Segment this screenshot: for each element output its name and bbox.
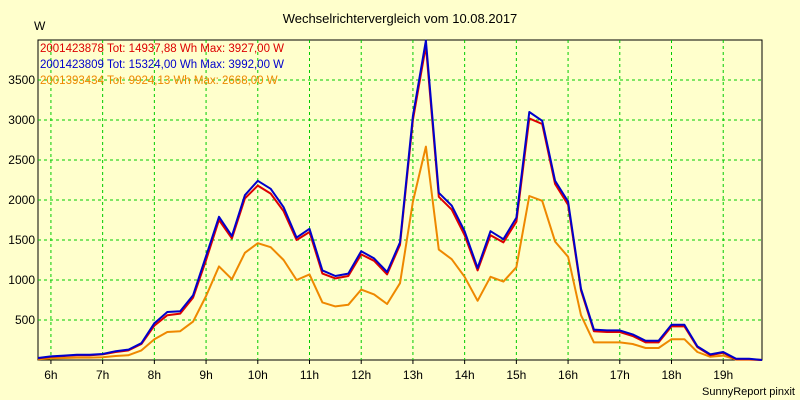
footer-text: SunnyReport pinxit bbox=[702, 386, 795, 398]
x-tick-label: 15h bbox=[506, 368, 526, 382]
x-tick-label: 18h bbox=[661, 368, 681, 382]
x-tick-label: 6h bbox=[44, 368, 57, 382]
chart-title: Wechselrichtervergleich vom 10.08.2017 bbox=[283, 11, 518, 26]
plot-area bbox=[37, 39, 763, 361]
series-line-1 bbox=[37, 39, 763, 361]
legend-entry-1: 2001423809 Tot: 15324,00 Wh Max: 3992,00… bbox=[40, 59, 284, 71]
series-line-2 bbox=[37, 145, 763, 361]
x-tick-label: 14h bbox=[455, 368, 475, 382]
x-tick-label: 13h bbox=[403, 368, 423, 382]
y-axis-ticks: 500 1000 1500 2000 2500 3000 3500 bbox=[8, 73, 35, 327]
y-tick-label: 2500 bbox=[8, 153, 35, 167]
y-tick-label: 500 bbox=[15, 313, 35, 327]
x-tick-label: 9h bbox=[199, 368, 212, 382]
x-tick-label: 19h bbox=[713, 368, 733, 382]
y-tick-label: 3000 bbox=[8, 113, 35, 127]
x-tick-label: 17h bbox=[610, 368, 630, 382]
x-tick-label: 10h bbox=[248, 368, 268, 382]
y-tick-label: 1500 bbox=[8, 233, 35, 247]
x-tick-label: 12h bbox=[351, 368, 371, 382]
legend: 2001423878 Tot: 14937,88 Wh Max: 3927,00… bbox=[40, 43, 284, 87]
legend-entry-0: 2001423878 Tot: 14937,88 Wh Max: 3927,00… bbox=[40, 43, 284, 55]
x-tick-label: 16h bbox=[558, 368, 578, 382]
series-lines bbox=[37, 39, 763, 361]
x-tick-label: 11h bbox=[300, 368, 319, 382]
x-tick-label: 8h bbox=[148, 368, 161, 382]
x-tick-label: 7h bbox=[96, 368, 109, 382]
y-tick-label: 2000 bbox=[8, 193, 35, 207]
y-axis-label: W bbox=[34, 19, 46, 33]
x-axis-ticks: 6h 7h 8h 9h 10h 11h 12h 13h 14h 15h 16h 17h 18h 19h bbox=[44, 360, 733, 382]
legend-entry-2: 2001393434 Tot: 9924,13 Wh Max: 2668,00 … bbox=[40, 75, 278, 87]
y-tick-label: 1000 bbox=[8, 273, 35, 287]
y-tick-label: 3500 bbox=[8, 73, 35, 87]
